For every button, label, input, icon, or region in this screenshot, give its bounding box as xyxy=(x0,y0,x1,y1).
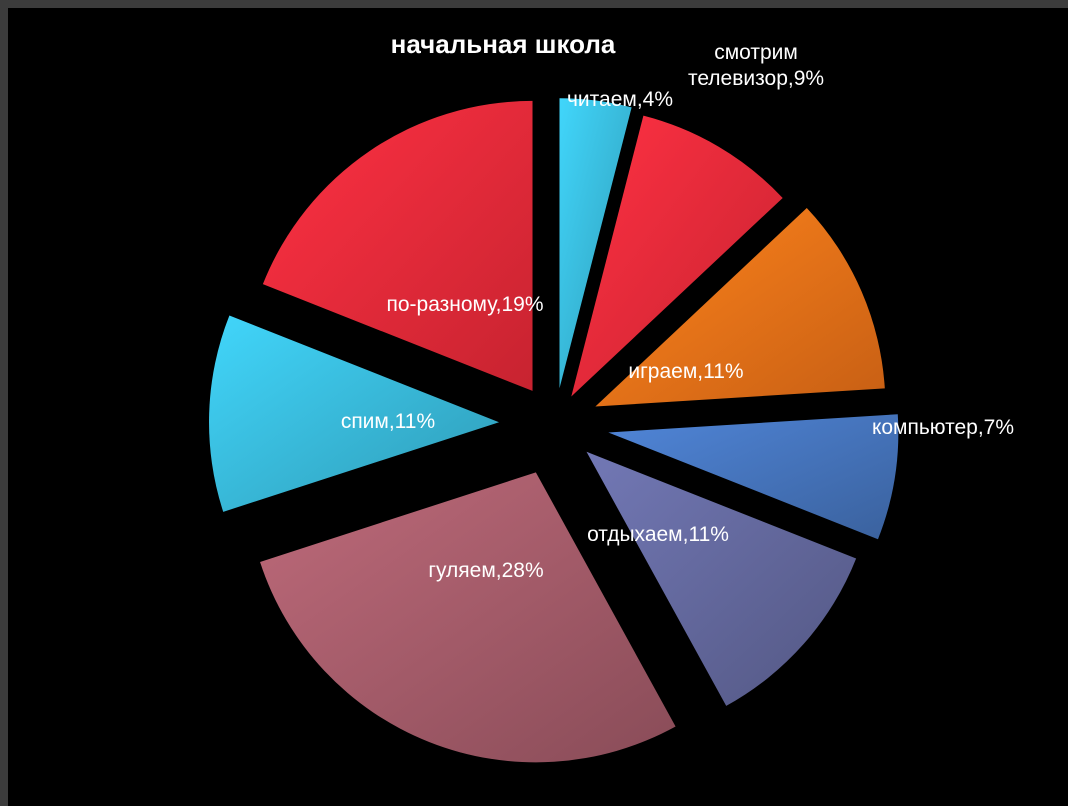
pie-slice xyxy=(571,115,783,397)
pie-slice xyxy=(209,315,500,512)
slice-label: читаем,4% xyxy=(567,88,673,111)
slice-label: спим,11% xyxy=(341,410,435,433)
slice-label: компьютер,7% xyxy=(872,416,1014,439)
chart-area: начальная школа читаем,4% смотрим телевизо… xyxy=(8,8,1068,806)
pie-slice xyxy=(608,414,899,540)
chart-title: начальная школа xyxy=(391,29,616,59)
pie-slice xyxy=(595,208,885,407)
slice-label: смотрим телевизор,9% xyxy=(688,41,824,90)
slice-label: отдыхаем,11% xyxy=(587,523,729,546)
slice-label: гуляем,28% xyxy=(428,559,543,582)
slice-label: играем,11% xyxy=(628,360,743,383)
pie-slice xyxy=(262,100,533,391)
pie-slice xyxy=(586,451,857,706)
slice-labels: читаем,4% смотрим телевизор,9% играем,11% ко… xyxy=(341,41,1014,582)
pie-slice xyxy=(559,98,632,389)
pie-slices xyxy=(209,98,899,763)
slice-label: по-разному,19% xyxy=(386,293,543,316)
pie-slice xyxy=(260,472,676,763)
pie-chart: начальная школа читаем,4% смотрим телевизо… xyxy=(209,29,1014,763)
